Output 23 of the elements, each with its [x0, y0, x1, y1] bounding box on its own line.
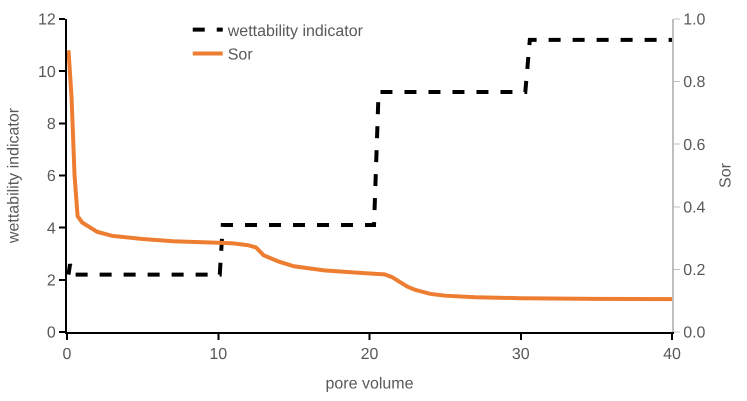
- legend-label: wettability indicator: [226, 22, 364, 40]
- y-tick-label: 12: [38, 12, 56, 29]
- y2-tick-label: 0.0: [683, 324, 706, 342]
- y2-axis-title: Sor: [718, 162, 735, 188]
- x-tick-label: 20: [360, 346, 378, 364]
- x-tick-label: 30: [512, 346, 530, 364]
- y2-tick-label: 0.8: [683, 74, 706, 92]
- x-tick-label: 10: [209, 346, 228, 364]
- legend-label: Sor: [228, 46, 254, 64]
- x-tick-label: 0: [62, 346, 72, 364]
- y-tick-label: 4: [46, 220, 56, 238]
- y-tick-label: 2: [46, 272, 56, 290]
- y-tick-label: 0: [46, 324, 56, 342]
- y-tick-label: 10: [38, 64, 56, 81]
- x-tick-label: 40: [663, 346, 681, 364]
- y2-tick-label: 0.4: [683, 199, 706, 216]
- y-axis-title: wettability indicator: [5, 107, 22, 244]
- y2-tick-label: 0.2: [683, 262, 706, 279]
- y-tick-label: 8: [46, 116, 56, 133]
- y2-tick-label: 0.6: [683, 136, 706, 154]
- y-tick-label: 6: [46, 168, 56, 186]
- y2-tick-label: 1.0: [683, 12, 706, 29]
- x-axis-title: pore volume: [325, 375, 414, 392]
